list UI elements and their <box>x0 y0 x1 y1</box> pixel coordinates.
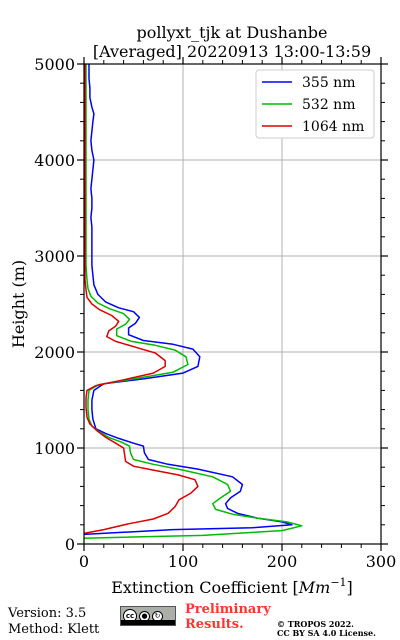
preliminary-line2: Results. <box>185 617 244 632</box>
copyright-notice: © TROPOS 2022. CC BY SA 4.0 License. <box>277 620 376 638</box>
y-tick-label: 5000 <box>34 55 75 74</box>
x-tick-label: 300 <box>366 552 397 571</box>
x-tick-label: 0 <box>79 552 89 571</box>
series-line-532-nm <box>83 64 303 539</box>
chart-title-line1: pollyxt_tjk at Dushanbe <box>136 23 327 42</box>
y-axis-label: Height (m) <box>9 260 28 348</box>
axis-ticks <box>77 57 388 551</box>
copyright-line1: © TROPOS 2022. <box>277 619 354 629</box>
x-axis-label: Extinction Coefficient [Mm−1] <box>111 576 353 597</box>
y-tick-label: 0 <box>65 535 75 554</box>
version-text: Version: 3.5 <box>8 606 87 621</box>
series-layer <box>83 64 303 539</box>
cc-icon: cc <box>123 609 137 623</box>
legend-label-1064-nm: 1064 nm <box>302 119 364 135</box>
legend-label-355-nm: 355 nm <box>302 75 355 91</box>
preliminary-notice: Preliminary Results. <box>185 602 271 632</box>
series-line-1064-nm <box>83 64 199 535</box>
plot-frame <box>83 63 382 545</box>
y-tick-label: 2000 <box>34 343 75 362</box>
copyright-line2: CC BY SA 4.0 License. <box>277 628 376 638</box>
preliminary-line1: Preliminary <box>185 602 271 617</box>
series-line-355-nm <box>83 64 293 536</box>
y-tick-labels: 0 1000 2000 3000 4000 5000 <box>34 55 75 554</box>
cc-license-badge: cc ● ↻ <box>120 606 176 626</box>
legend: 355 nm 532 nm 1064 nm <box>255 69 375 139</box>
x-tick-labels: 0 100 200 300 <box>79 552 396 571</box>
x-tick-label: 200 <box>267 552 298 571</box>
y-tick-label: 4000 <box>34 151 75 170</box>
y-tick-label: 3000 <box>34 247 75 266</box>
x-tick-label: 100 <box>168 552 199 571</box>
legend-label-532-nm: 532 nm <box>302 97 355 113</box>
y-tick-label: 1000 <box>34 439 75 458</box>
version-info: Version: 3.5 Method: Klett <box>8 606 99 638</box>
badge-strip <box>121 620 175 625</box>
chart-title-line2: [Averaged] 20220913 13:00-13:59 <box>93 42 371 61</box>
method-text: Method: Klett <box>8 622 100 637</box>
legend-box <box>255 69 375 139</box>
